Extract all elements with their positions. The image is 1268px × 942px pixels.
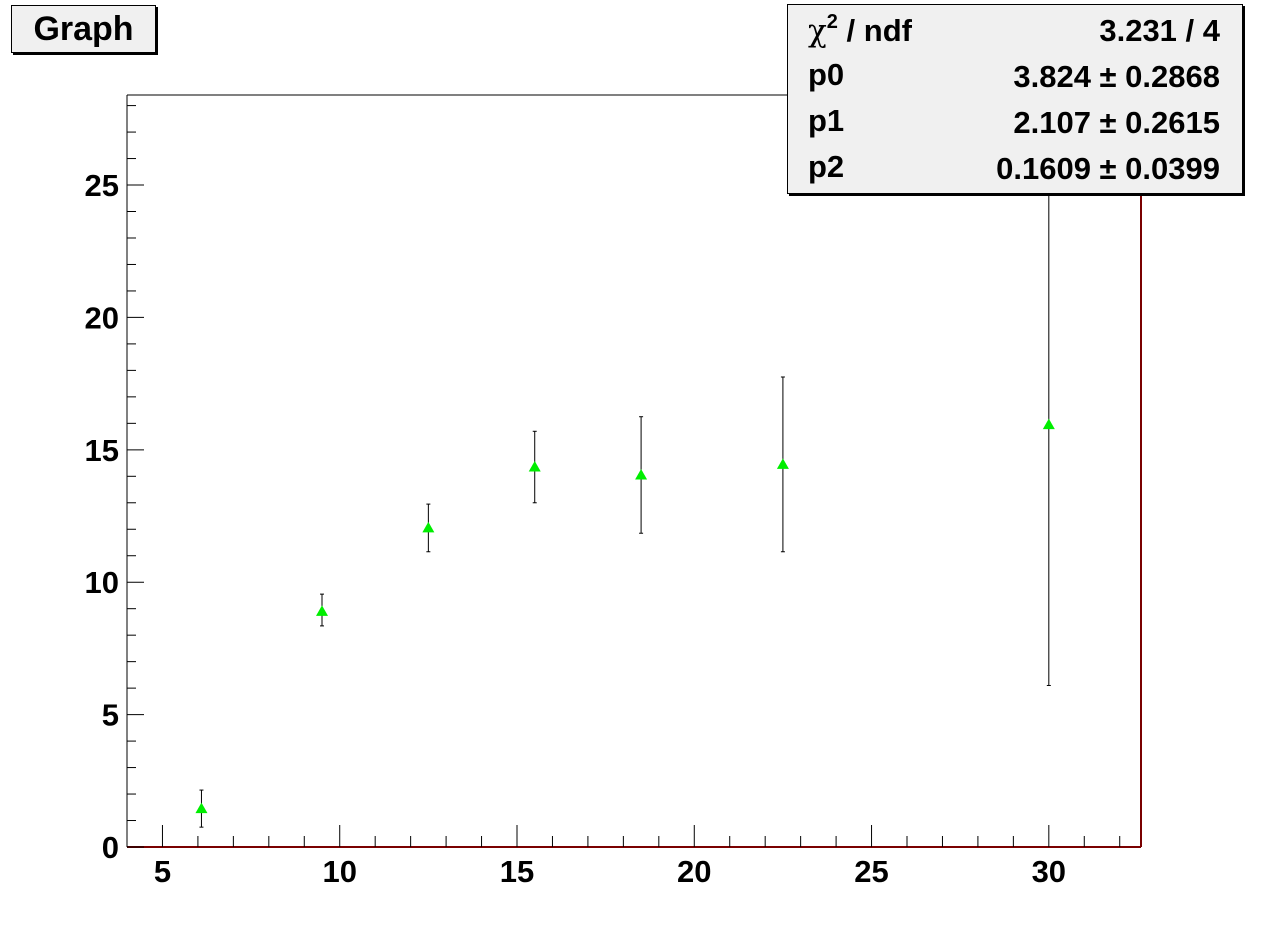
y-tick-label: 20 — [85, 300, 119, 335]
triangle-marker — [776, 458, 789, 469]
data-point — [635, 416, 648, 534]
data-point — [776, 376, 789, 553]
stat-label: χ2 / ndf — [808, 11, 912, 49]
data-point — [195, 789, 208, 828]
triangle-marker — [635, 468, 648, 480]
chart-marks — [195, 163, 1055, 828]
stat-value: 2.107 ± 0.2615 — [1013, 105, 1220, 140]
y-tick-label: 5 — [102, 698, 119, 733]
data-point — [316, 593, 328, 627]
x-tick-label: 15 — [500, 854, 534, 889]
x-tick-label: 5 — [154, 854, 171, 889]
stat-row-p1: p1 2.107 ± 0.2615 — [788, 103, 1242, 149]
data-point — [422, 503, 435, 553]
y-tick-label: 10 — [85, 565, 119, 600]
stat-row-p2: p2 0.1609 ± 0.0399 — [788, 149, 1242, 195]
y-tick-label: 15 — [85, 433, 119, 468]
stat-value: 3.231 / 4 — [1099, 13, 1220, 48]
stat-label: p0 — [808, 57, 845, 92]
y-tick-label: 0 — [102, 830, 119, 865]
stat-value: 0.1609 ± 0.0399 — [996, 151, 1220, 186]
triangle-marker — [195, 802, 208, 814]
x-tick-label: 10 — [322, 854, 356, 889]
x-tick-label: 30 — [1032, 854, 1066, 889]
triangle-marker — [528, 461, 541, 472]
stat-label: p1 — [808, 103, 845, 138]
triangle-marker — [1042, 418, 1055, 430]
stat-row-chi2: χ2 / ndf 3.231 / 4 — [788, 11, 1242, 57]
triangle-marker — [316, 605, 328, 616]
x-tick-label: 20 — [677, 854, 711, 889]
chart-title: Graph — [11, 5, 156, 53]
y-tick-label: 25 — [85, 168, 119, 203]
stat-label: p2 — [808, 149, 845, 184]
data-point — [1042, 163, 1055, 686]
stat-value: 3.824 ± 0.2868 — [1013, 59, 1220, 94]
x-tick-label: 25 — [854, 854, 888, 889]
fit-stats-box: χ2 / ndf 3.231 / 4 p0 3.824 ± 0.2868 p1 … — [787, 4, 1243, 194]
triangle-marker — [422, 521, 435, 533]
stat-row-p0: p0 3.824 ± 0.2868 — [788, 57, 1242, 103]
data-point — [528, 430, 541, 504]
